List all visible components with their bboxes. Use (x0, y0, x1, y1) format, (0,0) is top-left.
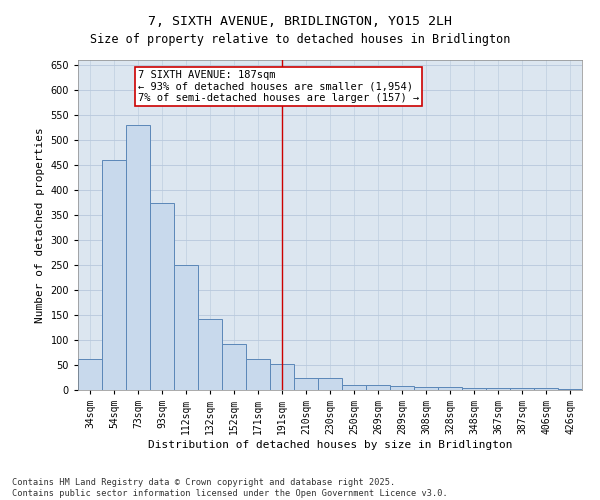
Bar (126, 125, 150, 390)
Bar (246, 358, 270, 390)
Bar (78, 359, 102, 390)
Y-axis label: Number of detached properties: Number of detached properties (35, 127, 45, 323)
Bar (390, 386, 414, 390)
Bar (510, 388, 534, 390)
Bar (366, 385, 390, 390)
Bar (102, 160, 126, 390)
Text: 7 SIXTH AVENUE: 187sqm
← 93% of detached houses are smaller (1,954)
7% of semi-d: 7 SIXTH AVENUE: 187sqm ← 93% of detached… (138, 70, 419, 103)
Bar (462, 388, 486, 390)
Bar (174, 265, 198, 390)
Bar (198, 319, 222, 390)
Bar (222, 344, 246, 390)
Bar (342, 385, 366, 390)
Bar (486, 388, 510, 390)
Bar (270, 364, 294, 390)
Bar (414, 386, 438, 390)
X-axis label: Distribution of detached houses by size in Bridlington: Distribution of detached houses by size … (148, 440, 512, 450)
Text: Size of property relative to detached houses in Bridlington: Size of property relative to detached ho… (90, 32, 510, 46)
Text: Contains HM Land Registry data © Crown copyright and database right 2025.
Contai: Contains HM Land Registry data © Crown c… (12, 478, 448, 498)
Bar (534, 388, 558, 390)
Text: 7, SIXTH AVENUE, BRIDLINGTON, YO15 2LH: 7, SIXTH AVENUE, BRIDLINGTON, YO15 2LH (148, 15, 452, 28)
Bar (438, 387, 462, 390)
Bar (294, 378, 318, 390)
Bar (150, 202, 174, 390)
Bar (558, 388, 582, 390)
Bar (318, 378, 342, 390)
